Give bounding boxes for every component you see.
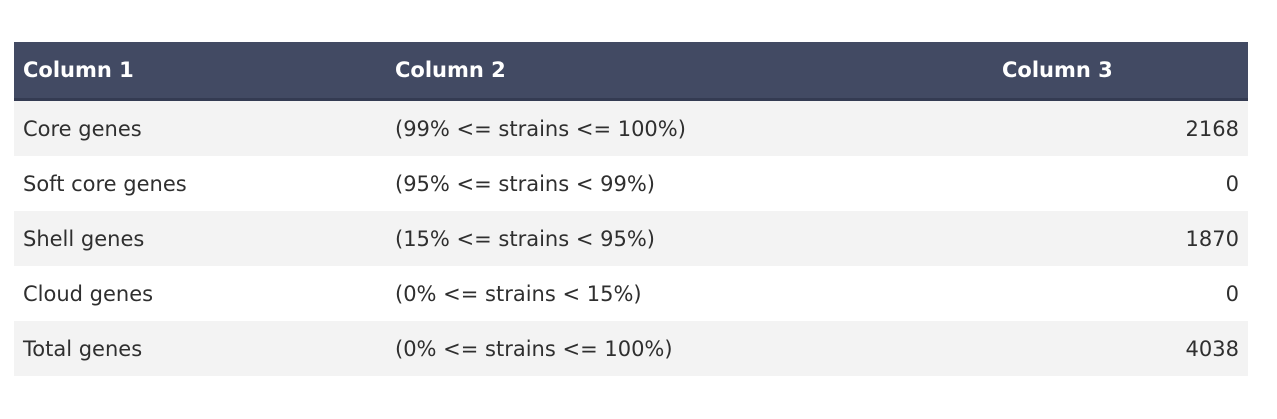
- gene-count-cell: 4038: [1185, 336, 1239, 361]
- gene-summary-table-container: Column 1 Column 2 Column 3 Core genes (9…: [14, 42, 1248, 376]
- column-2-header: Column 2: [395, 58, 506, 82]
- gene-count-cell: 1870: [1185, 226, 1239, 251]
- gene-category-cell: Soft core genes: [23, 171, 187, 196]
- gene-summary-table: Column 1 Column 2 Column 3 Core genes (9…: [14, 42, 1248, 376]
- gene-category-cell: Total genes: [23, 336, 143, 361]
- gene-category-cell: Core genes: [23, 116, 142, 141]
- gene-count-cell: 2168: [1185, 116, 1239, 141]
- strain-range-cell: (0% <= strains <= 100%): [395, 336, 673, 361]
- gene-count-cell: 0: [1225, 281, 1239, 306]
- strain-range-cell: (15% <= strains < 95%): [395, 226, 655, 251]
- table-row: Soft core genes (95% <= strains < 99%) 0: [14, 156, 1248, 211]
- gene-category-cell: Shell genes: [23, 226, 145, 251]
- header-row: Column 1 Column 2 Column 3: [14, 42, 1248, 100]
- column-3-header: Column 3: [1002, 58, 1113, 82]
- table-row: Cloud genes (0% <= strains < 15%) 0: [14, 266, 1248, 321]
- strain-range-cell: (0% <= strains < 15%): [395, 281, 642, 306]
- strain-range-cell: (99% <= strains <= 100%): [395, 116, 686, 141]
- table-row: Shell genes (15% <= strains < 95%) 1870: [14, 211, 1248, 266]
- gene-count-cell: 0: [1225, 171, 1239, 196]
- gene-category-cell: Cloud genes: [23, 281, 154, 306]
- column-1-header: Column 1: [23, 58, 134, 82]
- strain-range-cell: (95% <= strains < 99%): [395, 171, 655, 196]
- table-row: Total genes (0% <= strains <= 100%) 4038: [14, 321, 1248, 376]
- table-header: Column 1 Column 2 Column 3: [14, 42, 1248, 100]
- table-row: Core genes (99% <= strains <= 100%) 2168: [14, 99, 1248, 156]
- table-body: Core genes (99% <= strains <= 100%) 2168…: [14, 99, 1248, 376]
